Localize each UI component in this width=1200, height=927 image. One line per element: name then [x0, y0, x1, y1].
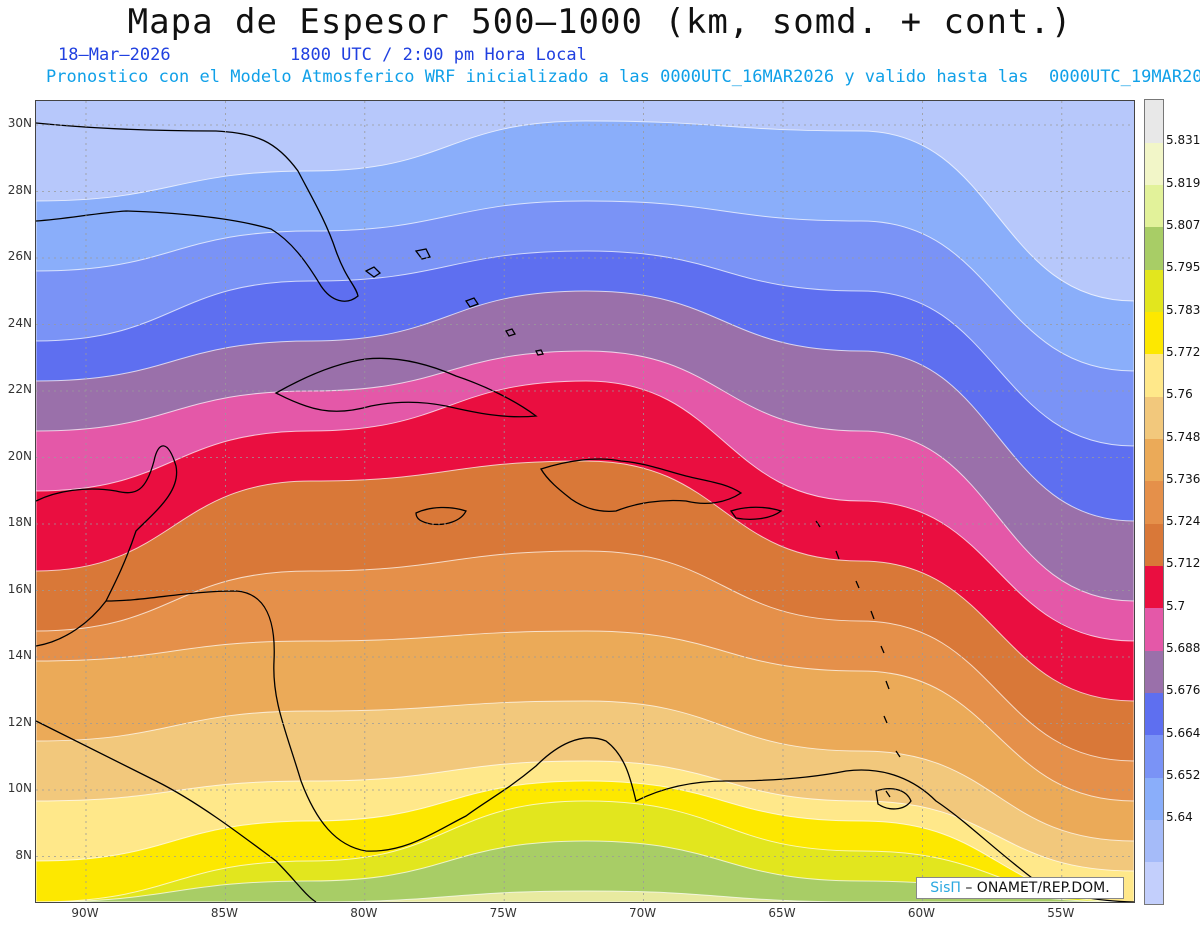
- lat-lon-grid: [36, 101, 1134, 902]
- colorbar-segment: [1145, 438, 1163, 482]
- colorbar-segment: [1145, 650, 1163, 693]
- latitude-label: 18N: [7, 515, 32, 529]
- longitude-label: 80W: [350, 906, 378, 920]
- colorbar-segment: [1145, 777, 1163, 820]
- latitude-label: 14N: [7, 648, 32, 662]
- colorbar-segment: [1145, 607, 1163, 651]
- latitude-label: 8N: [15, 847, 32, 862]
- model-info-line: Pronostico con el Modelo Atmosferico WRF…: [46, 67, 1200, 87]
- colorbar-level-label: 5.807: [1166, 217, 1200, 232]
- colorbar-level-label: 5.736: [1166, 471, 1200, 486]
- jamaica-coastline: [415, 506, 467, 526]
- latitude-label: 22N: [7, 382, 32, 396]
- longitude-label: 70W: [629, 906, 657, 920]
- colorbar-level-label: 5.688: [1166, 641, 1200, 656]
- colorbar-segment: [1145, 142, 1163, 186]
- colorbar-segment: [1145, 523, 1163, 566]
- colorbar-level-label: 5.819: [1166, 175, 1200, 190]
- colorbar-segment: [1145, 565, 1163, 609]
- colorbar-level-label: 5.64: [1166, 810, 1193, 825]
- latitude-label: 12N: [7, 714, 32, 729]
- forecast-date: 18–Mar–2026: [58, 45, 171, 65]
- longitude-label: 65W: [768, 906, 796, 920]
- colorbar-segment: [1145, 226, 1163, 270]
- colorbar-level-label: 5.7: [1166, 598, 1186, 613]
- colorbar-level-label: 5.724: [1166, 514, 1200, 529]
- yucatan-coastline: [36, 445, 178, 647]
- colorbar-segment: [1145, 353, 1163, 397]
- colorbar-segment: [1145, 269, 1163, 313]
- colorbar-level-label: 5.795: [1166, 260, 1200, 275]
- colorbar-segment: [1145, 861, 1163, 905]
- colorbar-segment: [1145, 819, 1163, 863]
- cuba-coastline: [274, 357, 538, 418]
- latitude-label: 16N: [7, 581, 32, 596]
- latitude-label: 24N: [7, 315, 32, 330]
- puerto-rico-coastline: [729, 506, 783, 520]
- colorbar: [1144, 99, 1164, 905]
- florida-coastline: [36, 122, 359, 302]
- colorbar-level-label: 5.676: [1166, 683, 1200, 698]
- longitude-label: 55W: [1047, 906, 1075, 920]
- forecast-time: 1800 UTC / 2:00 pm Hora Local: [290, 45, 587, 65]
- latitude-label: 30N: [7, 116, 32, 130]
- longitude-label: 85W: [210, 906, 238, 920]
- trinidad-coastline: [875, 788, 912, 810]
- bahamas-islands: [364, 248, 544, 356]
- longitude-label: 75W: [489, 906, 517, 920]
- colorbar-level-label: 5.712: [1166, 556, 1200, 571]
- hispaniola-coastline: [540, 458, 743, 512]
- colorbar-level-label: 5.748: [1166, 429, 1200, 444]
- latitude-label: 26N: [7, 249, 32, 263]
- colorbar-level-label: 5.772: [1166, 344, 1200, 359]
- latitude-label: 10N: [7, 781, 32, 795]
- colorbar-level-label: 5.652: [1166, 768, 1200, 783]
- pacific-coastline: [36, 720, 317, 902]
- thickness-map-canvas: [36, 101, 1134, 902]
- latitude-label: 28N: [7, 182, 32, 197]
- credit-text: – ONAMET/REP.DOM.: [960, 880, 1110, 896]
- thickness-bands: [36, 101, 1134, 902]
- latitude-label: 20N: [7, 448, 32, 463]
- longitude-label: 60W: [907, 906, 935, 920]
- credit-box: SisΠ – ONAMET/REP.DOM.: [916, 877, 1124, 899]
- map-title: Mapa de Espesor 500–1000 (km, somd. + co…: [127, 2, 1073, 42]
- colorbar-segment: [1145, 100, 1163, 143]
- colorbar-level-label: 5.664: [1166, 725, 1200, 740]
- colorbar-segment: [1145, 396, 1163, 440]
- colorbar-segment: [1145, 311, 1163, 355]
- colorbar-level-label: 5.76: [1166, 387, 1193, 402]
- colorbar-segment: [1145, 734, 1163, 778]
- central-america-coastline: [105, 590, 1134, 902]
- thickness-map: [35, 100, 1135, 903]
- colorbar-segment: [1145, 184, 1163, 228]
- colorbar-level-label: 5.831: [1166, 133, 1200, 148]
- colorbar-segment: [1145, 692, 1163, 736]
- colorbar-segment: [1145, 480, 1163, 524]
- sispi-logo: SisΠ: [930, 880, 961, 896]
- longitude-label: 90W: [71, 906, 99, 920]
- colorbar-level-label: 5.783: [1166, 302, 1200, 317]
- coastlines: [36, 122, 1134, 902]
